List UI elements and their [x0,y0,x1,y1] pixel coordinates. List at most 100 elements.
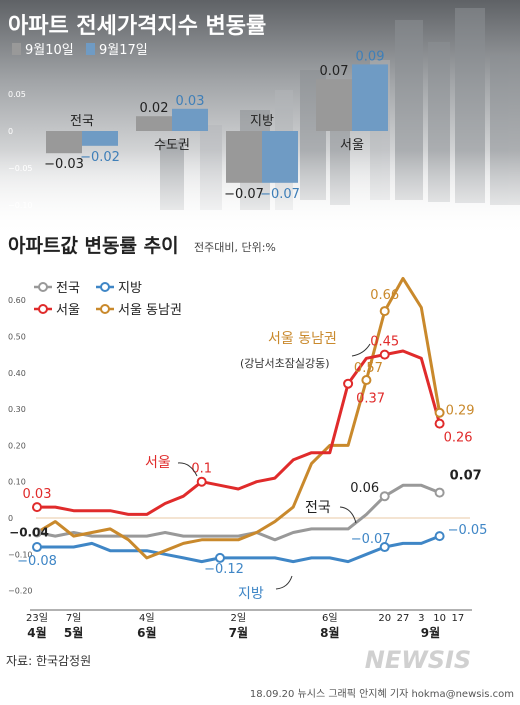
line-chart-axis: 0.60 0.50 0.40 0.30 0.20 0.10 0 −0.10 −0.20 23일 7일… [8,296,472,640]
data-label: −0.07 [351,532,391,547]
bar [172,108,208,131]
legend-marker [38,304,48,314]
x-day-tick: 27 [397,613,410,624]
line-ytick: 0.10 [8,478,26,487]
line-chart-data-labels: 0.03 0.1 0.37 0.45 0.26 0.57 0.66 0.29 −0.04 0.06… [9,288,487,577]
bar-value-label: −0.07 [224,187,264,202]
legend-swatch-1 [86,43,95,55]
x-day-tick: 3 [418,613,424,624]
annotation-provinces: 지방 [238,586,264,602]
legend-marker [100,304,110,314]
line-chart-title: 아파트값 변동률 추이 [8,235,179,257]
data-marker [343,378,354,389]
data-marker [32,527,42,538]
bar [226,131,262,183]
x-day-tick: 4일 [139,612,155,624]
data-marker [434,487,445,498]
annotation-nationwide: 전국 [305,500,331,516]
credit-text: 18.09.20 뉴시스 그래픽 안지혜 기자 hokma@newsis.com [250,688,514,700]
data-label: −0.08 [17,554,57,569]
bar [82,131,118,146]
data-marker [434,407,445,418]
bar-chart-legend: 9월10일 9월17일 [12,43,148,58]
legend-label: 서울 동남권 [118,303,182,318]
bar-value-label: 0.09 [356,49,385,64]
line-ytick: 0.50 [8,333,26,342]
data-label: 0.45 [370,335,399,350]
x-month-tick: 4월 [27,625,46,640]
series-line-seoul [37,349,442,516]
data-label: 0.03 [23,487,52,502]
data-marker [32,502,42,513]
legend-swatch-0 [12,43,21,55]
legend-marker [38,282,48,292]
series-line-seoul-southeast [36,276,442,560]
data-marker [361,375,372,386]
bar-ytick: −0.05 [8,164,33,173]
data-marker [196,476,207,487]
bar-category-label: 서울 [340,138,364,153]
legend-label: 전국 [56,281,80,296]
source-text: 자료: 한국감정원 [6,654,91,668]
data-marker [379,491,390,502]
annotation-arrow [339,506,357,524]
line-chart-series [36,276,442,564]
x-day-tick: 6일 [322,612,338,624]
bar-value-label: −0.03 [44,157,84,172]
data-marker [379,349,390,360]
bar-value-label: 0.03 [176,94,205,109]
bar-value-label: −0.02 [80,150,120,165]
data-label: 0.07 [450,469,482,484]
x-day-tick: 7일 [66,612,82,624]
data-label: −0.04 [9,526,49,540]
line-ytick: 0.20 [8,441,26,450]
data-marker [215,552,225,563]
annotation-arrow [351,343,371,357]
x-month-tick: 7월 [229,625,248,640]
annotation-arrow [275,575,293,590]
x-month-tick: 6월 [137,625,156,640]
bar [352,64,388,131]
newsis-logo: NEWSIS [365,646,471,674]
x-day-tick: 2일 [231,612,247,624]
line-ytick: 0.30 [8,405,26,414]
data-marker [379,542,390,553]
x-day-tick: 17 [452,613,465,624]
bar-category-label: 전국 [70,114,94,129]
data-marker [434,531,445,542]
legend-marker [100,282,110,292]
line-chart-subtitle: 전주대비, 단위:% [194,241,276,254]
data-label: −0.05 [448,523,488,538]
bar [316,79,352,131]
bar-ytick: −0.10 [8,201,33,210]
annotation-seoul: 서울 [145,455,171,471]
data-label: 0.06 [350,481,379,496]
x-month-tick: 5월 [64,625,83,640]
bar [136,116,172,131]
legend-label: 서울 [56,303,80,318]
x-day-tick: 10 [433,613,446,624]
data-marker [379,306,390,317]
data-label: −0.12 [204,562,244,577]
line-ytick: −0.10 [8,550,33,559]
legend-label-0: 9월10일 [25,43,74,58]
data-label: 0.1 [191,462,212,477]
annotation-seoul-southeast-sub: (강남서초잠실강동) [240,357,330,370]
legend-label: 지방 [118,281,142,296]
annotation-arrow [177,462,198,477]
bar [46,131,82,154]
data-label: 0.26 [444,431,473,446]
legend-label-1: 9월17일 [99,43,148,58]
data-label: 0.37 [356,392,385,407]
bar-ytick: 0 [8,127,13,136]
bar-category-label: 수도권 [154,138,190,153]
data-marker [32,542,42,553]
x-month-tick: 9월 [421,625,440,640]
bar-value-label: 0.07 [320,64,349,79]
line-ytick: 0.40 [8,369,26,378]
x-month-tick: 8월 [320,625,339,640]
